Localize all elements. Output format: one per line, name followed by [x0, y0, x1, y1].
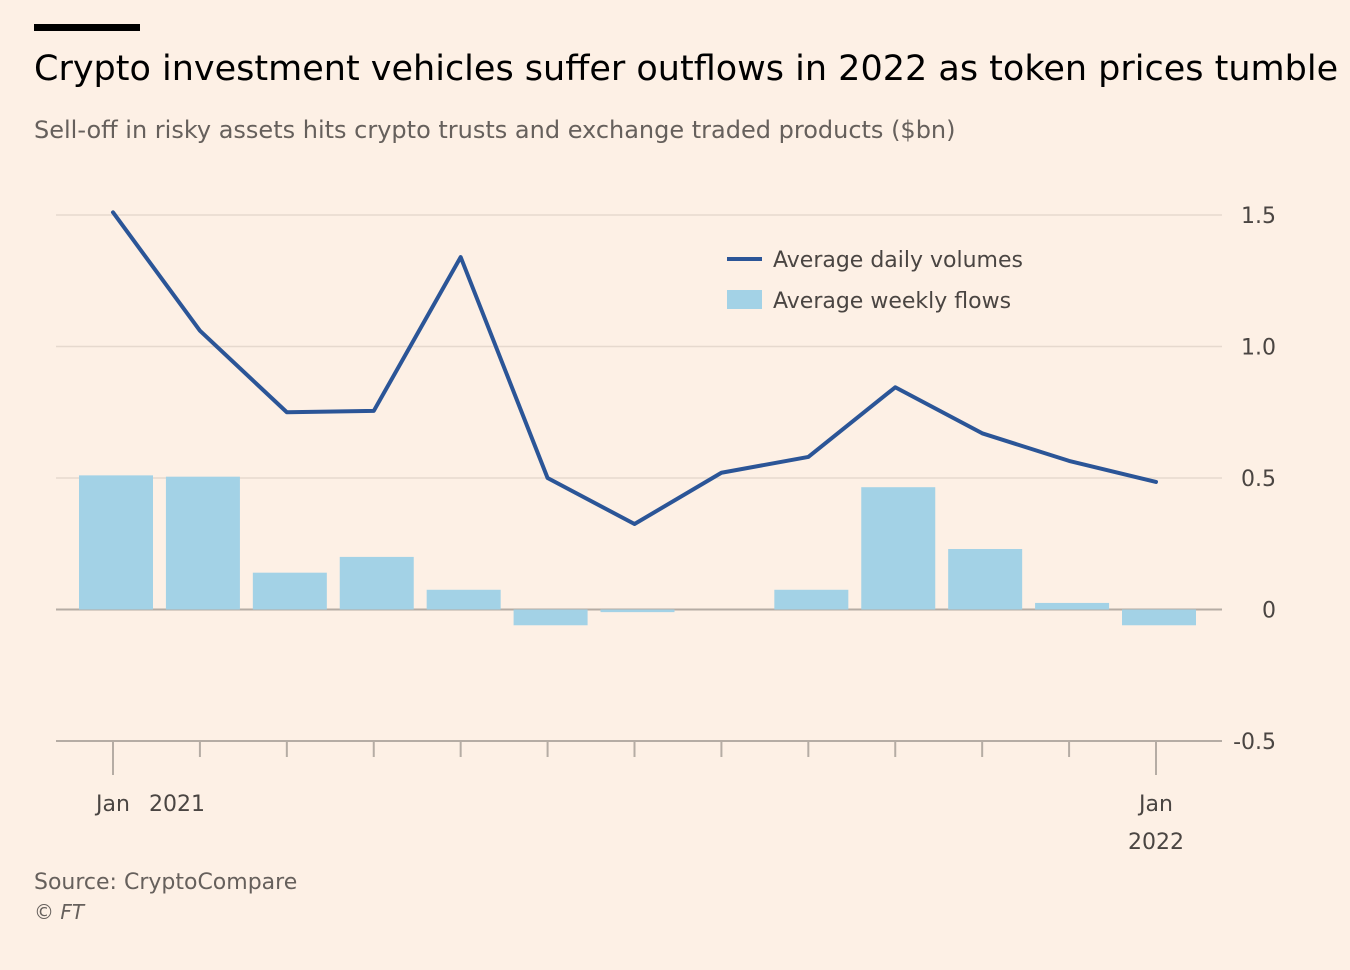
flow-bar [426, 589, 501, 610]
flow-bar [165, 476, 240, 610]
flow-bar [513, 609, 588, 626]
chart-subtitle: Sell-off in risky assets hits crypto tru… [34, 116, 956, 144]
x-tick-label-month: Jan [94, 792, 130, 817]
flow-bar [79, 475, 153, 610]
y-tick-label: 0 [1262, 599, 1276, 624]
y-tick-label: 1.0 [1241, 336, 1276, 361]
flow-bar [252, 572, 327, 610]
flow-bar [948, 549, 1023, 610]
y-tick-label: 1.5 [1241, 204, 1276, 229]
x-tick-label-month: Jan [1137, 792, 1173, 817]
legend-bar-swatch [727, 290, 762, 309]
flow-bar [1122, 609, 1196, 626]
flow-bar [600, 609, 675, 613]
copyright-note: © FT [34, 900, 85, 924]
source-note: Source: CryptoCompare [34, 870, 298, 895]
legend-label-volumes: Average daily volumes [773, 248, 1023, 273]
flow-bar [339, 556, 414, 610]
y-tick-label: -0.5 [1233, 730, 1276, 755]
chart-title: Crypto investment vehicles suffer outflo… [34, 49, 1339, 89]
flow-bar [1035, 602, 1110, 610]
x-tick-label-year: 2022 [1128, 830, 1184, 855]
y-tick-label: 0.5 [1241, 467, 1276, 492]
flow-bar [774, 589, 849, 610]
x-tick-label-year: 2021 [149, 792, 205, 817]
legend-label-flows: Average weekly flows [773, 289, 1011, 314]
flow-bar [861, 487, 936, 610]
brand-bar [34, 24, 140, 31]
